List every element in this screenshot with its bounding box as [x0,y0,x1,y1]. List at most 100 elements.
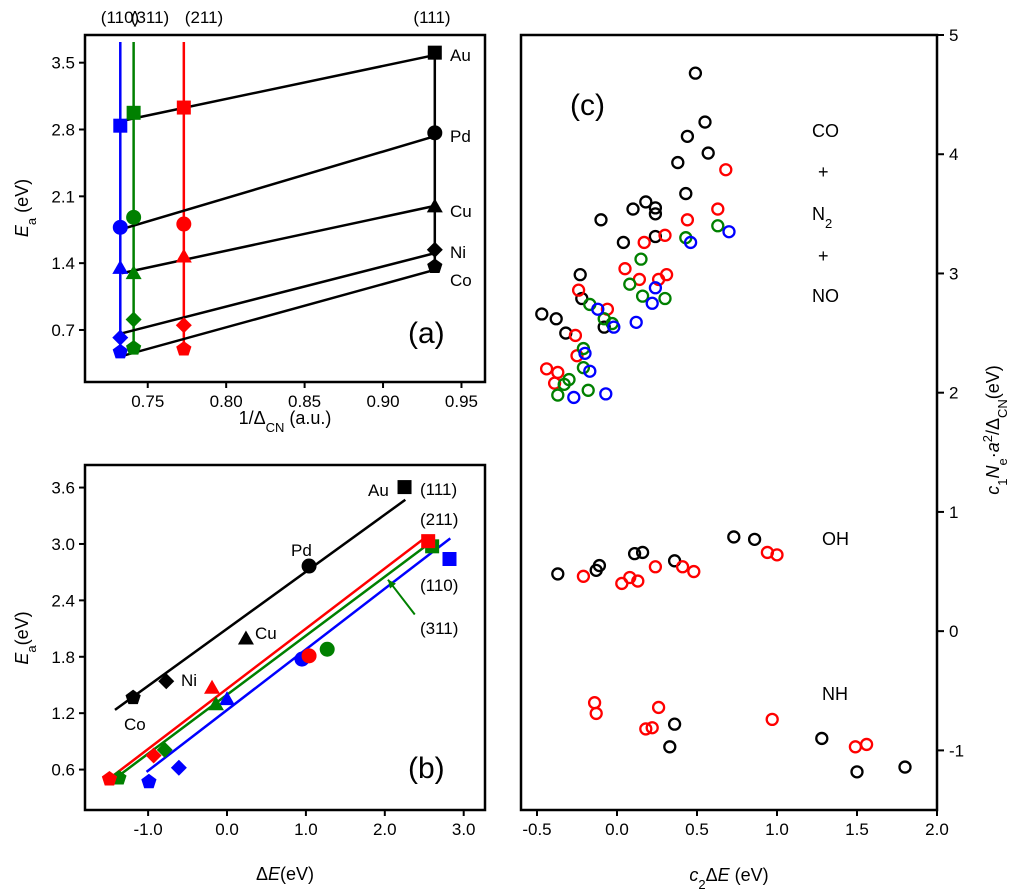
label-part: c [689,865,698,885]
y-tick-label: 3 [949,264,958,283]
square-marker [113,118,128,133]
open-circle-marker [623,277,637,291]
open-circle-marker [571,283,586,297]
metal-label: Cu [255,624,277,643]
y-tick-label: 4 [949,145,958,164]
plot-frame [83,463,487,812]
open-circle-marker [698,115,712,129]
pentagon-marker [112,343,128,359]
annotation-nh: NH [822,684,848,704]
metal-label: Ni [181,671,197,690]
diamond-marker [125,311,142,328]
open-circle-marker [701,146,715,160]
open-circle-marker [722,225,736,239]
pentagon-marker [125,689,141,705]
open-circle-marker [535,307,549,321]
open-circle-marker [663,740,677,754]
open-circle-marker [651,700,666,715]
open-circle-marker [587,696,602,710]
open-circle-marker [639,722,653,736]
open-circle-marker [592,558,607,573]
open-circle-marker [581,383,595,397]
y-axis-label: Ea (eV) [12,179,39,237]
open-circle-marker [679,186,693,201]
x-tick-label: 2.0 [373,820,397,839]
metal-label: Pd [450,127,471,146]
label-part: a [24,645,39,653]
label-part: N [983,465,1003,479]
triangle-marker [219,691,236,706]
open-circle-marker [631,574,645,588]
open-circle-marker [770,548,784,562]
open-circle-marker [683,235,698,250]
open-circle-marker [680,129,695,143]
y-axis-label: c1Ne·a2/ΔCN(eV) [980,365,1010,495]
fit-line [114,542,431,780]
x-tick-label: 0.90 [366,392,399,411]
label-part: CN [995,399,1010,418]
open-circle-marker [539,362,554,376]
x-tick-label: 0.0 [605,820,629,839]
open-circle-marker [634,252,648,266]
open-circle-marker [567,390,581,405]
pentagon-marker [141,773,157,789]
fit-line [114,498,407,711]
open-circle-marker [687,564,701,579]
annotation-co: CO [812,121,839,141]
label-part: (eV) [280,864,314,884]
metal-label: Ni [450,243,466,262]
x-tick-label: 0.95 [445,392,478,411]
y-tick-label: 2 [949,384,958,403]
y-tick-label: 0.6 [51,761,75,780]
metal-label: Au [450,46,471,65]
open-circle-marker [859,737,874,752]
open-circle-marker [576,569,591,583]
x-tick-label: 2.0 [925,820,949,839]
open-circle-marker [648,229,663,244]
metal-label: Au [368,481,389,500]
x-axis-label: 1/ΔCN (a.u.) [239,408,332,435]
open-circle-marker [667,717,682,731]
pentagon-marker [101,770,118,786]
open-circle-marker [568,328,583,343]
label-part: CN [266,420,285,435]
plot-frame [83,33,487,384]
x-axis-label: c2ΔE (eV) [689,865,768,892]
circle-marker [176,216,192,232]
arrow-head-icon [387,579,396,589]
open-circle-marker [648,201,663,215]
fit-line-co [119,268,436,358]
facet-label: (211) [185,8,223,27]
facet-label: (311) [420,619,458,638]
label-part: 1 [995,479,1010,486]
open-circle-marker [659,268,674,282]
facet-label: (110) [101,8,139,27]
circle-marker [301,558,317,574]
open-circle-marker [711,219,725,233]
open-circle-marker [635,289,650,303]
annotation-no: NO [812,286,839,306]
open-circle-marker [711,202,725,216]
x-tick-label: 0.0 [215,820,239,839]
label-part: (eV) [730,865,769,885]
open-circle-marker [594,213,608,227]
y-tick-label: 2.4 [51,591,75,610]
x-tick-label: 1.0 [294,820,318,839]
open-circle-marker [589,706,603,721]
facet-label: (311) [131,8,169,27]
x-tick-label: 0.75 [131,392,164,411]
y-tick-label: 3.5 [51,54,75,73]
open-circle-marker [648,207,663,221]
y-tick-label: 1 [949,503,958,522]
plot-frame [519,33,939,812]
y-tick-label: 1.8 [51,648,75,667]
open-circle-marker [591,302,605,316]
diamond-marker [175,317,192,334]
x-axis-label: ΔE(eV) [256,864,314,884]
open-circle-marker [671,155,685,170]
panel-label: (a) [408,317,445,350]
diamond-marker [112,329,129,346]
square-marker [427,45,442,60]
x-tick-label: 0.80 [210,392,243,411]
metal-label: Co [124,715,146,734]
